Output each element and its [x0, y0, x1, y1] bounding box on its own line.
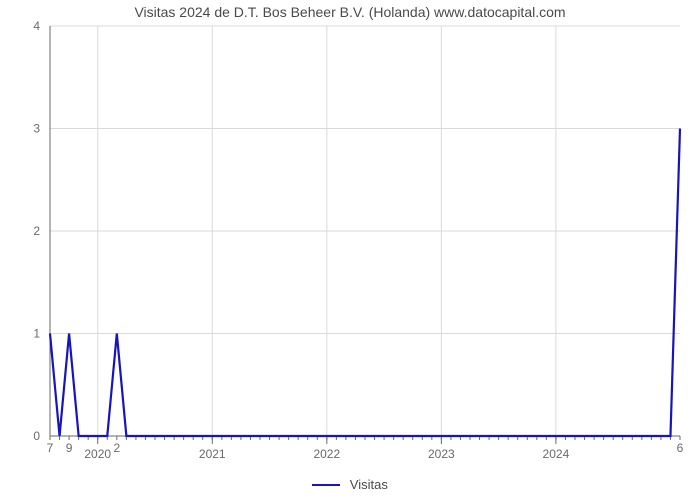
- xtick-label: 2024: [543, 447, 570, 461]
- legend-swatch-line: [312, 484, 340, 486]
- xtick-label: 2021: [199, 447, 226, 461]
- point-value-label: 2: [113, 441, 120, 455]
- ytick-label: 1: [33, 327, 40, 341]
- xtick-label: 2020: [84, 447, 111, 461]
- xtick-label: 2022: [313, 447, 340, 461]
- point-value-label: 6: [677, 441, 684, 455]
- ytick-label: 0: [33, 429, 40, 443]
- series-line: [50, 129, 680, 437]
- legend: Visitas: [0, 476, 700, 492]
- chart-title: Visitas 2024 de D.T. Bos Beheer B.V. (Ho…: [0, 4, 700, 20]
- point-value-label: 9: [66, 441, 73, 455]
- legend-label: Visitas: [350, 477, 388, 492]
- line-chart: 0 1 2 3 4 2020 2021 2022 2023 2024 79 2 6: [0, 0, 700, 500]
- ytick-label: 2: [33, 224, 40, 238]
- ytick-label: 4: [33, 19, 40, 33]
- xtick-label: 2023: [428, 447, 455, 461]
- ytick-label: 3: [33, 122, 40, 136]
- point-value-label: 7: [47, 441, 54, 455]
